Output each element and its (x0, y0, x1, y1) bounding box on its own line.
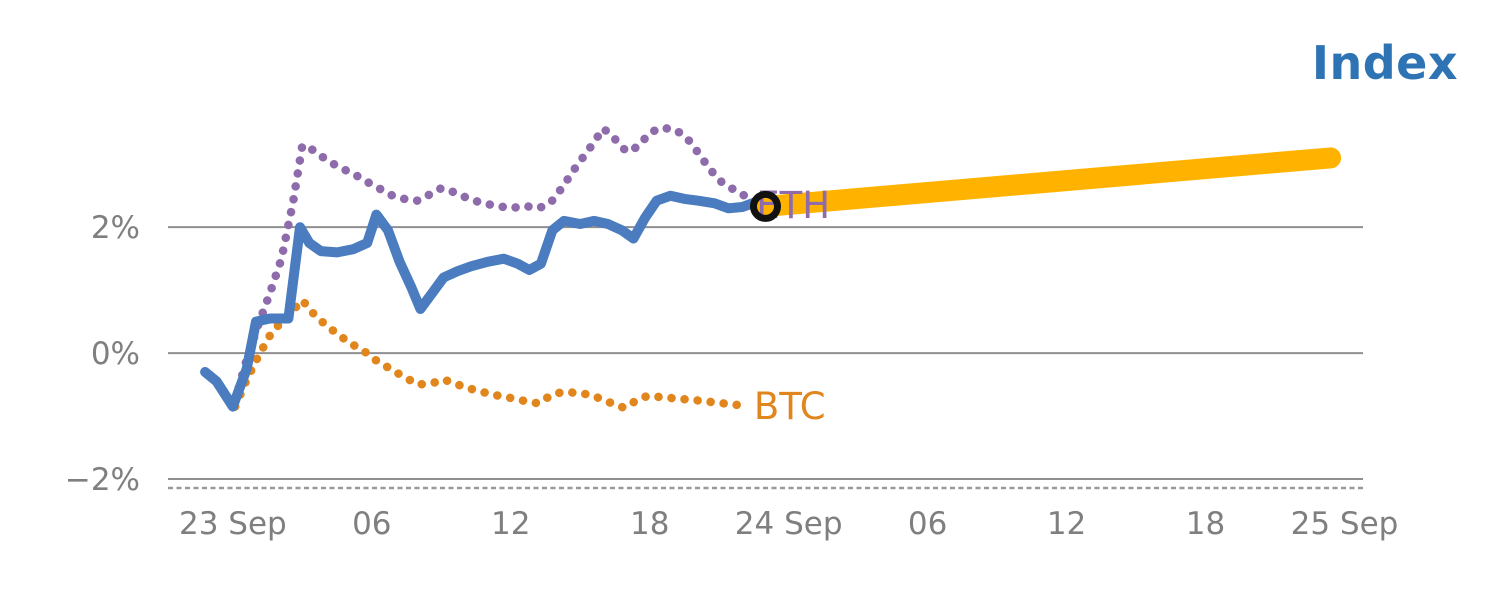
series-eth (230, 123, 752, 405)
current-point-marker (750, 190, 781, 222)
series-index (200, 190, 771, 412)
series-label-btc: BTC (754, 385, 826, 428)
x-tick-label: 18 (1186, 506, 1225, 542)
x-tick-label: 18 (630, 506, 669, 542)
x-tick-label: 25 Sep (1291, 506, 1399, 542)
x-tick-label: 23 Sep (179, 506, 287, 542)
x-tick-label: 12 (491, 506, 530, 542)
chart-title: Index (1311, 36, 1458, 90)
x-tick-label: 12 (1047, 506, 1086, 542)
series-index-forecast (755, 147, 1342, 217)
y-tick-label: 0% (91, 336, 140, 372)
y-tick-label: −2% (65, 462, 140, 498)
series-btc (230, 295, 745, 413)
x-tick-label: 06 (352, 506, 391, 542)
x-tick-label: 06 (908, 506, 947, 542)
y-tick-label: 2% (91, 210, 140, 246)
x-tick-label: 24 Sep (735, 506, 843, 542)
